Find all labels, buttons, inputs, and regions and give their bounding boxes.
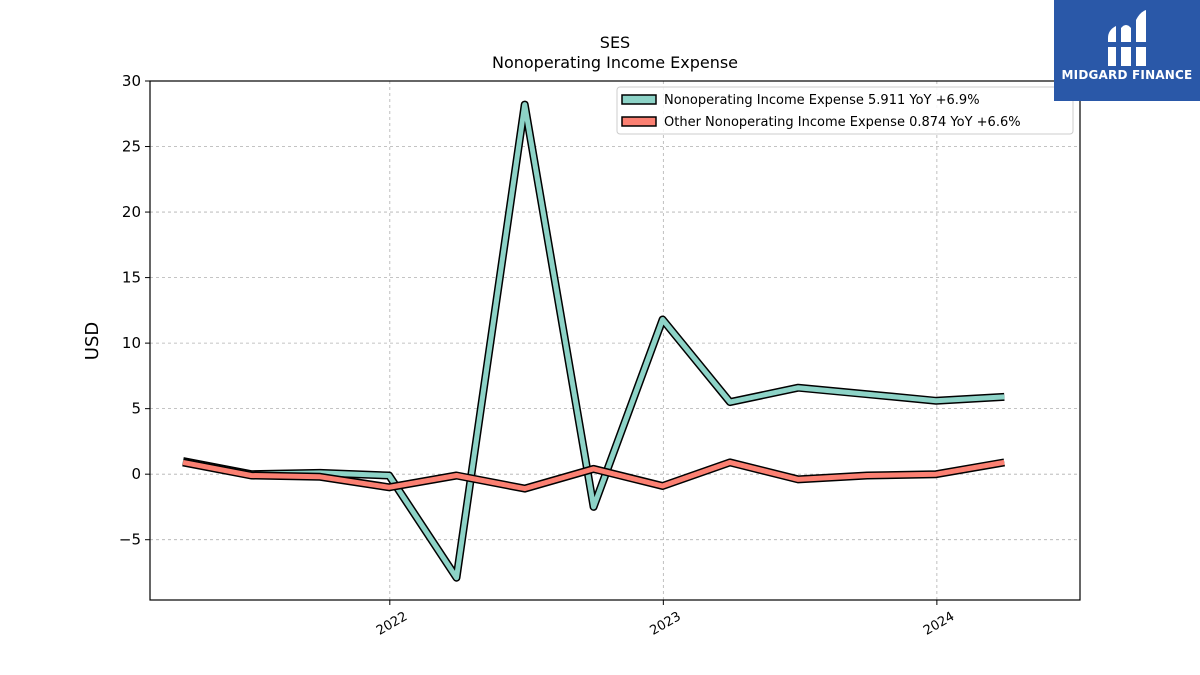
y-tick-label: −5: [119, 531, 141, 549]
legend-box: [616, 86, 1074, 135]
y-tick-label: 5: [131, 400, 141, 418]
y-axis-label: USD: [82, 322, 103, 360]
legend: Nonoperating Income Expense 5.911 YoY +6…: [616, 86, 1074, 135]
y-tick-label: 20: [122, 203, 141, 221]
y-tick-label: 0: [131, 465, 141, 483]
brand-logo: MIDGARD FINANCE: [1054, 0, 1200, 101]
series-line-other-nonoperating: [182, 459, 1005, 492]
legend-label-nonoperating: Nonoperating Income Expense 5.911 YoY +6…: [664, 93, 980, 108]
logo-mark-icon: [1106, 10, 1148, 66]
x-axis: 2022 2023 2024: [374, 600, 957, 639]
series-line-nonoperating: [182, 102, 1005, 581]
chart-subtitle: Nonoperating Income Expense: [492, 53, 738, 72]
y-tick-label: 25: [122, 138, 141, 156]
chart-title: SES: [600, 33, 630, 52]
series-group: [182, 100, 1005, 582]
legend-label-other-nonoperating: Other Nonoperating Income Expense 0.874 …: [664, 115, 1021, 130]
x-tick-label: 2022: [374, 609, 410, 639]
grid-lines: [150, 80, 1080, 600]
legend-swatch-other-nonoperating: [621, 116, 657, 127]
y-tick-label: 30: [122, 72, 141, 90]
legend-swatch-nonoperating: [621, 94, 657, 105]
y-tick-label: 15: [122, 269, 141, 287]
logo-text: MIDGARD FINANCE: [1061, 68, 1193, 82]
plot-frame: [149, 80, 1081, 601]
y-tick-label: 10: [122, 334, 141, 352]
x-tick-label: 2024: [921, 609, 957, 639]
y-axis: −5 0 5 10 15 20 25 30: [119, 72, 150, 549]
x-tick-label: 2023: [648, 609, 684, 639]
